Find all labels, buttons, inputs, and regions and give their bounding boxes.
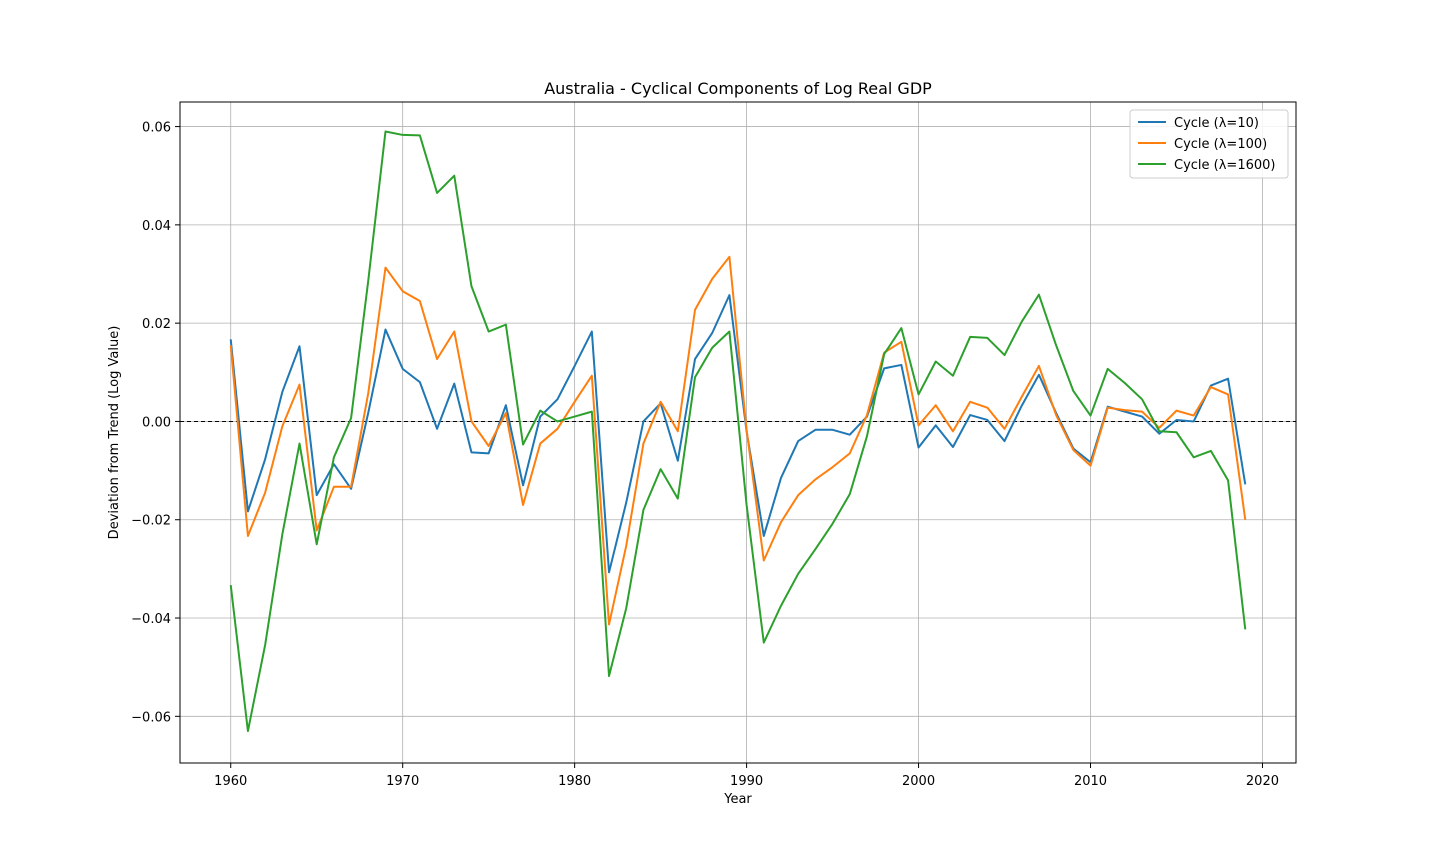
x-tick-label: 2000 bbox=[902, 774, 935, 789]
y-tick-label: 0.06 bbox=[142, 121, 171, 136]
series-line-2 bbox=[229, 255, 1247, 626]
plot-frame bbox=[179, 101, 1297, 764]
y-tick-label: −0.02 bbox=[131, 514, 171, 529]
series-line-3 bbox=[229, 130, 1247, 733]
legend: Cycle (λ=10) Cycle (λ=100) Cycle (λ=1600) bbox=[1129, 109, 1289, 179]
x-tick-label: 1980 bbox=[558, 774, 591, 789]
series-line-1 bbox=[229, 294, 1247, 574]
y-tick-label: 0.00 bbox=[142, 415, 171, 430]
legend-box bbox=[1129, 109, 1289, 179]
y-tick-label: −0.04 bbox=[131, 612, 171, 627]
x-tick-label: 1990 bbox=[730, 774, 763, 789]
x-tick-label: 2010 bbox=[1074, 774, 1107, 789]
y-axis-ticks: −0.06 −0.04 −0.02 0.00 0.02 0.04 0.06 bbox=[131, 121, 180, 725]
x-axis-label: Year bbox=[723, 792, 752, 807]
legend-entry: Cycle (λ=10) bbox=[1174, 116, 1259, 131]
chart-title: Australia - Cyclical Components of Log R… bbox=[544, 79, 932, 98]
y-tick-label: −0.06 bbox=[131, 710, 171, 725]
legend-entry: Cycle (λ=1600) bbox=[1174, 158, 1275, 173]
y-axis-label: Deviation from Trend (Log Value) bbox=[107, 326, 122, 540]
y-tick-label: 0.02 bbox=[142, 317, 171, 332]
series-lines bbox=[229, 130, 1247, 733]
x-tick-label: 1960 bbox=[214, 774, 247, 789]
x-tick-label: 2020 bbox=[1246, 774, 1279, 789]
x-axis-ticks: 1960 1970 1980 1990 2000 2010 2020 bbox=[214, 763, 1279, 789]
x-tick-label: 1970 bbox=[386, 774, 419, 789]
grid bbox=[180, 102, 1296, 763]
legend-entry: Cycle (λ=100) bbox=[1174, 137, 1267, 152]
y-tick-label: 0.04 bbox=[142, 219, 171, 234]
